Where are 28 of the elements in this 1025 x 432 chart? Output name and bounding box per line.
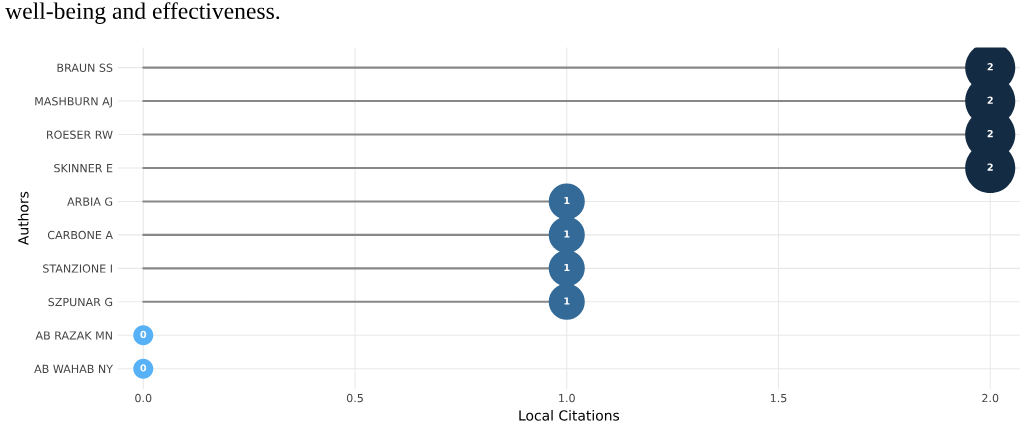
y-tick-label: CARBONE A <box>47 230 113 240</box>
y-tick-label: AB WAHAB NY <box>34 364 114 373</box>
y-axis-title: Authors <box>17 191 29 246</box>
data-label: 0 <box>140 364 147 372</box>
x-tick-label: 2.0 <box>982 393 999 403</box>
data-label: 1 <box>564 297 570 305</box>
y-tick-label: ROESER RW <box>47 130 113 139</box>
y-tick-label: STANZIONE I <box>43 264 112 273</box>
x-tick-label: 0.0 <box>135 393 152 403</box>
y-tick-label: SKINNER E <box>54 163 113 173</box>
y-tick-label: ARBIA G <box>67 197 113 206</box>
y-tick-label: AB RAZAK MN <box>35 331 112 340</box>
x-tick-label: 1.5 <box>770 394 787 403</box>
data-label: 2 <box>987 63 993 71</box>
x-axis-title: Local Citations <box>519 409 620 421</box>
data-label: 1 <box>564 263 570 272</box>
data-label: 2 <box>987 163 993 171</box>
text: well-being and effectiveness. <box>5 2 280 24</box>
x-tick-label: 0.5 <box>346 393 363 403</box>
data-label: 2 <box>987 96 993 104</box>
y-tick-label: MASHBURN AJ <box>35 97 112 108</box>
y-tick-label: BRAUN SS <box>57 63 113 72</box>
data-label: 1 <box>564 197 570 205</box>
data-label: 2 <box>987 129 993 138</box>
data-label: 0 <box>140 330 147 339</box>
y-tick-label: SZPUNAR G <box>48 297 113 307</box>
data-label: 1 <box>564 230 570 238</box>
x-tick-label: 1.0 <box>559 393 575 403</box>
